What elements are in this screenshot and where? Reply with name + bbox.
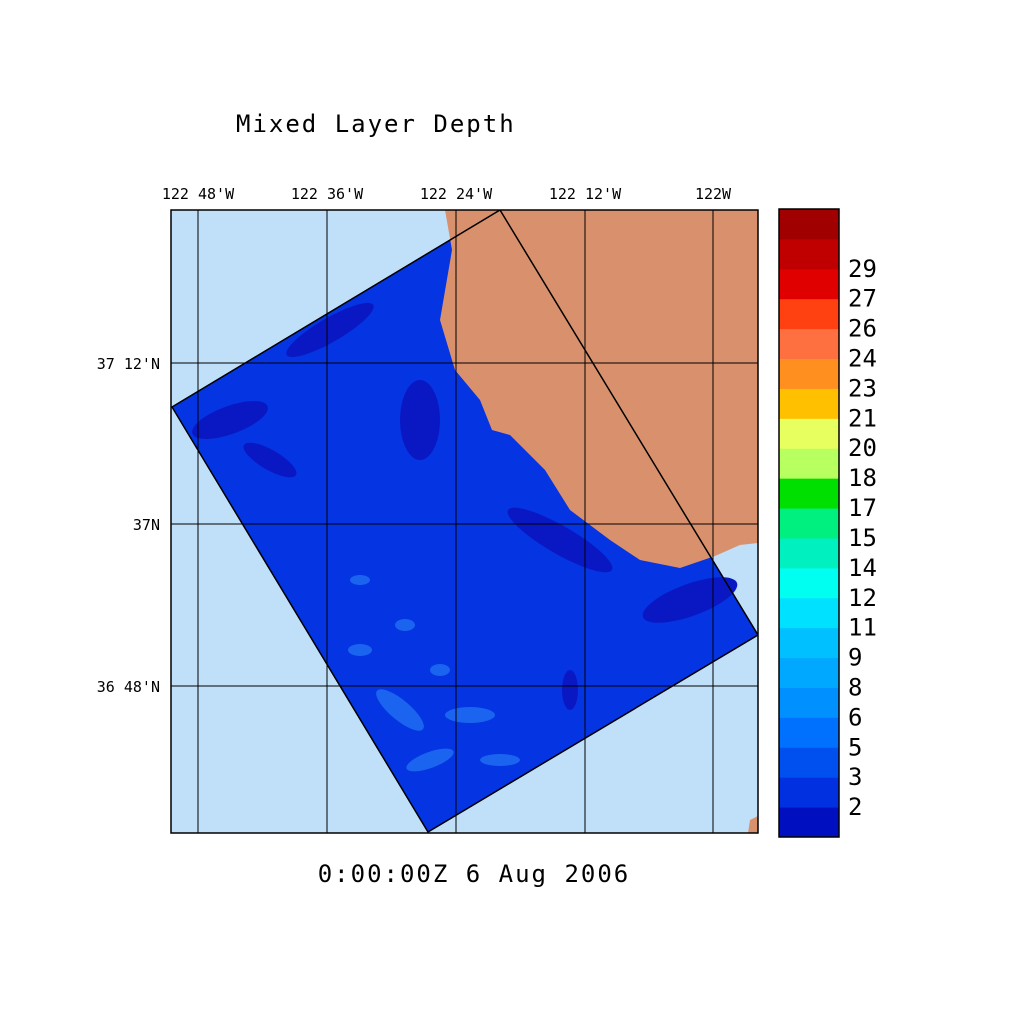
colorbar-swatch — [779, 687, 839, 718]
colorbar-swatch — [779, 358, 839, 389]
colorbar-swatch — [779, 448, 839, 479]
colorbar-label: 18 — [848, 464, 877, 492]
timestamp: 0:00:00Z 6 Aug 2006 — [318, 860, 631, 888]
colorbar-swatch — [779, 597, 839, 629]
colorbar-label: 9 — [848, 644, 862, 672]
colorbar-label: 29 — [848, 255, 877, 283]
colorbar-label: 26 — [848, 315, 877, 343]
deep-patches — [192, 302, 738, 710]
lat-labels: 37 12'N 37N 36 48'N — [97, 355, 160, 696]
colorbar-label: 6 — [848, 703, 862, 731]
lon-labels: 122 48'W 122 36'W 122 24'W 122 12'W 122W — [162, 185, 732, 203]
colorbar-swatch — [779, 238, 839, 270]
colorbar-swatch — [779, 418, 839, 449]
colorbar-label: 3 — [848, 763, 862, 791]
colorbar-swatch — [779, 388, 839, 419]
colorbar-swatch — [779, 627, 839, 659]
colorbar-swatch — [779, 268, 839, 300]
domain-outline — [171, 210, 758, 833]
colorbar-swatch — [779, 298, 839, 330]
colorbar-swatch — [779, 508, 839, 539]
lat-label: 37N — [133, 516, 160, 534]
colorbar-swatch — [779, 777, 839, 808]
model-domain — [172, 210, 758, 832]
colorbar-label: 2 — [848, 793, 862, 821]
lon-label: 122 12'W — [549, 185, 622, 203]
colorbar-swatch — [779, 717, 839, 748]
colorbar-label: 11 — [848, 614, 877, 642]
land — [748, 816, 758, 833]
colorbar-swatch — [779, 328, 839, 360]
land — [440, 210, 758, 568]
colorbar-label: 17 — [848, 494, 877, 522]
shallow-patches — [348, 575, 520, 772]
colorbar-label: 24 — [848, 345, 877, 373]
colorbar-label: 14 — [848, 554, 877, 582]
colorbar-swatch — [779, 209, 839, 240]
colorbar-swatch — [779, 747, 839, 778]
title: Mixed Layer Depth — [236, 110, 516, 138]
colorbar-label: 15 — [848, 524, 877, 552]
colorbar-label: 8 — [848, 673, 862, 701]
plot-frame — [170, 209, 759, 834]
colorbar-label: 5 — [848, 733, 862, 761]
colorbar-frame — [778, 208, 840, 838]
colorbar-label: 21 — [848, 404, 877, 432]
colorbar-swatch — [779, 567, 839, 599]
lon-label: 122 36'W — [291, 185, 364, 203]
colorbar-swatch — [779, 537, 839, 569]
lat-label: 37 12'N — [97, 355, 160, 373]
colorbar-label: 27 — [848, 285, 877, 313]
lon-label: 122 48'W — [162, 185, 235, 203]
graticule — [171, 210, 758, 833]
plot-area — [171, 210, 758, 833]
lon-label: 122W — [695, 185, 732, 203]
colorbar-swatch — [779, 478, 839, 509]
colorbar-label: 20 — [848, 434, 877, 462]
lon-label: 122 24'W — [420, 185, 493, 203]
colorbar-label: 12 — [848, 584, 877, 612]
colorbar-swatch — [779, 657, 839, 688]
colorbar-swatch — [779, 807, 839, 838]
lat-label: 36 48'N — [97, 678, 160, 696]
colorbar-label: 23 — [848, 374, 877, 402]
